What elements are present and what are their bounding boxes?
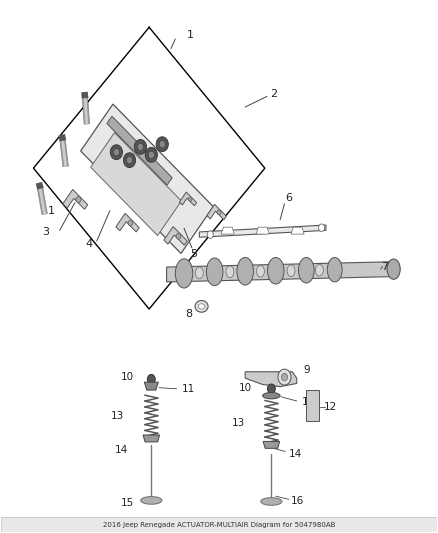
Polygon shape — [81, 104, 213, 254]
Circle shape — [207, 231, 213, 238]
Circle shape — [127, 157, 133, 164]
Text: 13: 13 — [111, 411, 124, 422]
Ellipse shape — [387, 259, 400, 279]
Circle shape — [318, 224, 325, 231]
Circle shape — [268, 384, 276, 393]
Text: 7: 7 — [381, 262, 389, 271]
Polygon shape — [166, 262, 394, 282]
Text: 6: 6 — [286, 193, 292, 204]
Ellipse shape — [263, 392, 280, 399]
Polygon shape — [256, 227, 269, 234]
Polygon shape — [107, 116, 172, 185]
Circle shape — [138, 143, 144, 151]
Text: 13: 13 — [232, 418, 245, 429]
Text: 4: 4 — [85, 239, 92, 248]
Text: 9: 9 — [303, 365, 310, 375]
Ellipse shape — [175, 259, 193, 288]
Ellipse shape — [257, 265, 265, 277]
Text: 12: 12 — [324, 402, 337, 413]
Circle shape — [76, 197, 81, 203]
Text: 14: 14 — [115, 445, 128, 455]
Ellipse shape — [287, 265, 295, 277]
Polygon shape — [221, 227, 234, 234]
Text: 1: 1 — [187, 30, 194, 41]
Polygon shape — [164, 227, 187, 245]
Text: 2016 Jeep Renegade ACTUATOR-MULTIAIR Diagram for 5047980AB: 2016 Jeep Renegade ACTUATOR-MULTIAIR Dia… — [103, 522, 335, 528]
Text: 8: 8 — [186, 309, 193, 319]
Polygon shape — [180, 192, 197, 206]
Text: 10: 10 — [239, 383, 252, 393]
Text: 10: 10 — [121, 372, 134, 382]
Polygon shape — [245, 372, 297, 386]
Polygon shape — [1, 518, 437, 532]
Ellipse shape — [315, 264, 323, 276]
Circle shape — [145, 148, 157, 163]
Ellipse shape — [206, 258, 223, 286]
Circle shape — [113, 149, 120, 156]
Text: 2: 2 — [270, 88, 277, 99]
Ellipse shape — [226, 266, 234, 278]
Polygon shape — [199, 225, 326, 237]
Polygon shape — [207, 204, 226, 220]
Circle shape — [278, 369, 291, 385]
Polygon shape — [306, 390, 319, 421]
Circle shape — [110, 145, 123, 160]
Circle shape — [134, 140, 147, 155]
Polygon shape — [145, 382, 158, 390]
Circle shape — [176, 233, 181, 239]
Ellipse shape — [261, 498, 282, 505]
Ellipse shape — [141, 497, 162, 504]
Text: 5: 5 — [191, 249, 198, 259]
Ellipse shape — [237, 257, 254, 285]
Polygon shape — [91, 133, 181, 236]
Circle shape — [156, 137, 168, 152]
Text: 16: 16 — [291, 496, 304, 506]
Circle shape — [148, 374, 155, 384]
Text: 3: 3 — [42, 227, 49, 237]
Circle shape — [217, 210, 221, 215]
Circle shape — [188, 197, 192, 201]
Ellipse shape — [198, 304, 205, 309]
Polygon shape — [291, 227, 304, 234]
Text: 1: 1 — [47, 206, 54, 216]
Circle shape — [128, 220, 133, 226]
Ellipse shape — [195, 301, 208, 312]
Ellipse shape — [268, 257, 284, 284]
Text: 11: 11 — [182, 384, 195, 394]
Text: 11: 11 — [302, 397, 315, 407]
Ellipse shape — [298, 257, 314, 283]
Ellipse shape — [327, 257, 342, 282]
Polygon shape — [143, 435, 159, 442]
Text: 14: 14 — [289, 449, 302, 458]
Ellipse shape — [195, 267, 203, 279]
Polygon shape — [63, 189, 88, 209]
Text: 15: 15 — [121, 498, 134, 508]
Polygon shape — [116, 213, 139, 232]
Circle shape — [124, 153, 136, 167]
Circle shape — [159, 141, 165, 148]
Circle shape — [282, 373, 288, 381]
Polygon shape — [263, 441, 280, 448]
Circle shape — [148, 151, 154, 159]
